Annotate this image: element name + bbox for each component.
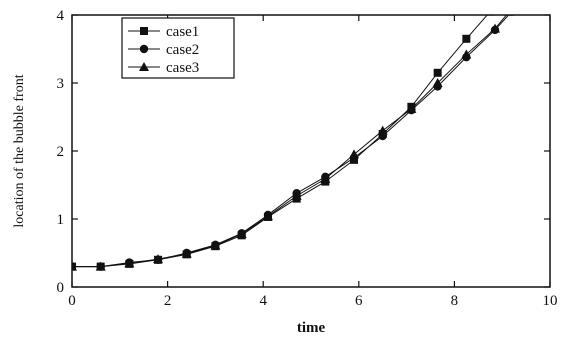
data-point-case1 <box>462 34 471 43</box>
y-tick-label: 4 <box>57 8 65 24</box>
legend-label-case2: case2 <box>166 42 199 58</box>
data-point-case3 <box>153 254 164 264</box>
data-point-case3 <box>262 211 273 221</box>
legend-label-case1: case1 <box>166 24 199 40</box>
x-tick-label: 8 <box>451 293 459 309</box>
y-tick-label: 2 <box>57 144 65 160</box>
data-point-case3 <box>377 125 388 135</box>
x-tick-label: 2 <box>164 293 172 309</box>
y-tick-label: 3 <box>57 76 65 92</box>
x-tick-label: 10 <box>543 293 558 309</box>
data-point-case3 <box>236 228 247 238</box>
y-tick-label: 1 <box>57 212 65 228</box>
data-point-case3 <box>72 261 77 271</box>
data-point-case1 <box>433 68 442 77</box>
y-axis-label: location of the bubble front <box>12 74 27 227</box>
series-line-case1 <box>72 15 488 268</box>
x-tick-label: 4 <box>259 293 267 309</box>
data-point-case3 <box>291 190 302 200</box>
data-point-case3 <box>124 258 135 268</box>
data-point-case3 <box>349 149 360 159</box>
legend-marker-case3 <box>139 62 149 71</box>
x-tick-label: 0 <box>68 293 76 309</box>
data-point-case3 <box>181 248 192 258</box>
data-point-case3 <box>406 103 417 113</box>
x-tick-label: 6 <box>355 293 363 309</box>
legend: case1 case2 case3 <box>121 17 235 79</box>
data-point-case3 <box>490 23 501 33</box>
data-point-case3 <box>210 240 221 250</box>
series-layer <box>72 15 515 271</box>
data-point-case3 <box>432 78 443 87</box>
data-point-case3 <box>320 173 331 183</box>
y-tick-label: 0 <box>57 280 65 296</box>
x-axis-label: time <box>297 320 326 336</box>
legend-marker-case2 <box>139 44 149 54</box>
legend-label-case3: case3 <box>166 60 199 76</box>
data-point-case3 <box>95 261 106 271</box>
data-point-case3 <box>461 49 472 59</box>
axes-layer: 0 2 4 6 8 10 0 1 2 3 4 <box>57 8 558 309</box>
legend-marker-case1 <box>140 27 148 35</box>
